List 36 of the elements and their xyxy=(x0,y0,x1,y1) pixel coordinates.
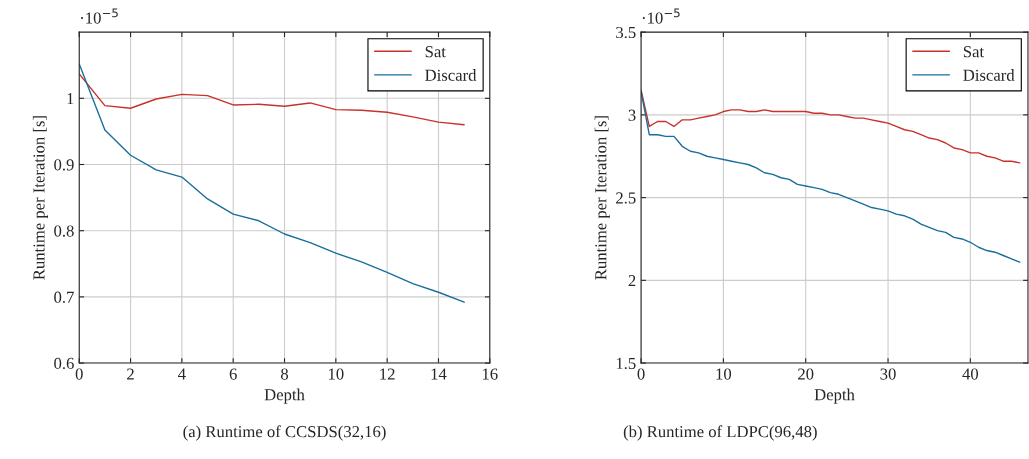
y-tick-label: 2.5 xyxy=(616,192,636,204)
x-tick-label: 8 xyxy=(280,368,289,380)
text: ·10$^{−5}$ xyxy=(642,8,680,24)
legend-label: Discard xyxy=(425,69,477,81)
x-tick-label: 2 xyxy=(127,368,134,380)
y-tick-label: 0.7 xyxy=(54,291,74,303)
x-tick-label: 10 xyxy=(328,368,344,380)
x-tick-label: 10 xyxy=(716,368,732,380)
y-tick-label: 1.5 xyxy=(616,357,636,370)
x-tick-label: 0 xyxy=(75,368,83,380)
y-tick-label: 3.5 xyxy=(616,26,636,39)
x-axis-title: Depth xyxy=(264,388,305,404)
x-tick-label: 16 xyxy=(482,368,498,380)
y-axis-title: Runtime per Iteration [s] xyxy=(594,116,610,280)
x-tick-label: 0 xyxy=(637,368,645,380)
x-tick-label: 20 xyxy=(798,368,814,380)
y-tick-label: 0.9 xyxy=(54,159,74,171)
y-tick-label: 0.6 xyxy=(54,357,74,370)
legend-label: Sat xyxy=(425,46,446,58)
x-tick-label: 4 xyxy=(178,368,186,380)
legend-label: Sat xyxy=(963,46,984,58)
x-tick-label: 14 xyxy=(431,368,447,380)
x-tick-label: 40 xyxy=(962,368,979,380)
y-tick-label: 0.8 xyxy=(54,225,74,237)
y-axis-title: Runtime per Iteration [s] xyxy=(32,116,48,280)
legend-label: Discard xyxy=(963,69,1015,81)
text: ·10$^{−5}$ xyxy=(81,8,118,24)
x-tick-label: 6 xyxy=(229,368,237,380)
y-tick-label: 1 xyxy=(67,93,74,105)
x-tick-label: 30 xyxy=(880,368,896,380)
x-tick-label: 12 xyxy=(380,368,395,380)
text: (b) Runtime of LDPC(96,48) xyxy=(623,425,817,441)
x-axis-title: Depth xyxy=(814,388,855,404)
y-tick-label: 3 xyxy=(628,109,636,121)
text: (a) Runtime of CCSDS(32,16) xyxy=(183,425,386,441)
y-tick-label: 2 xyxy=(628,275,636,287)
